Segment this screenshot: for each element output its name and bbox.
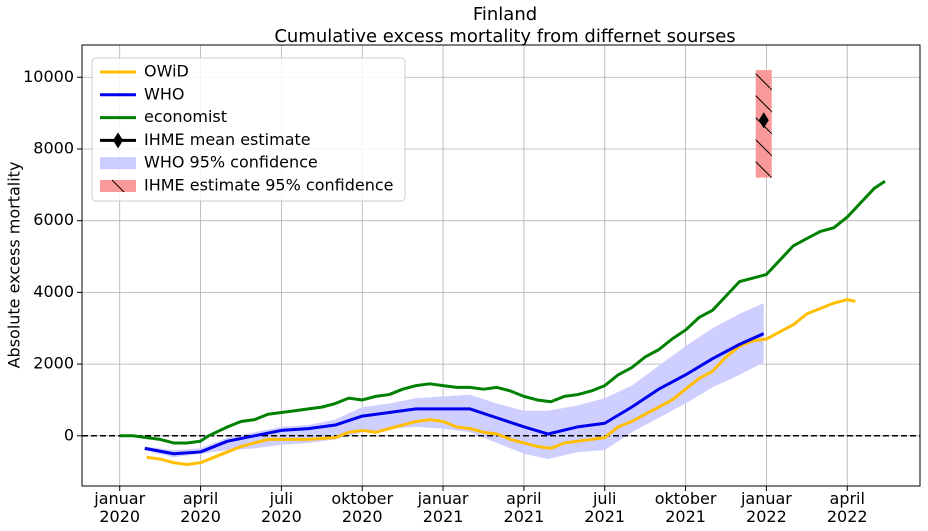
legend-swatch: [111, 179, 125, 193]
x-tick-label-line: 2021: [504, 507, 545, 526]
y-tick-label: 2000: [33, 354, 74, 373]
x-tick-label-line: oktober: [331, 489, 393, 508]
x-tick-label: januar 2020: [93, 489, 145, 526]
y-tick-label: 0: [64, 425, 74, 444]
x-tick-label-line: juli: [592, 489, 616, 508]
y-tick-label: 6000: [33, 210, 74, 229]
x-tick-label-line: oktober: [655, 489, 717, 508]
x-tick-label: juli 2021: [584, 489, 625, 526]
x-tick-label: april 2022: [827, 489, 868, 526]
x-tick-label: juli 2020: [261, 489, 302, 526]
x-tick-label-line: 2021: [665, 507, 706, 526]
legend-box: [91, 57, 406, 202]
legend-label: WHO: [144, 84, 184, 103]
legend-label: economist: [144, 107, 227, 126]
x-tick-label-line: april: [830, 489, 865, 508]
legend-label: WHO 95% confidence: [144, 153, 318, 172]
mean-marker: [758, 112, 769, 129]
x-tick-label: oktober 2021: [655, 489, 717, 526]
x-tick-label: oktober 2020: [331, 489, 393, 526]
plot-frame: [81, 44, 921, 487]
x-tick-label-line: april: [506, 489, 541, 508]
x-tick-label-line: april: [183, 489, 218, 508]
x-tick-label-line: 2021: [423, 507, 464, 526]
chart-subtitle: Cumulative excess mortality from differn…: [274, 26, 735, 47]
series-line: [144, 332, 765, 456]
series-line: [146, 298, 856, 466]
y-axis-label: Absolute excess mortality: [5, 162, 24, 369]
x-tick-label: januar 2021: [417, 489, 469, 526]
y-tick-label: 8000: [33, 138, 74, 157]
legend-label: IHME mean estimate: [144, 130, 311, 149]
x-tick-label-line: januar: [417, 489, 469, 508]
plot-area: [82, 70, 920, 466]
x-tick-label-line: 2022: [746, 507, 787, 526]
x-tick-label-line: januar: [740, 489, 792, 508]
y-tick-label: 4000: [33, 282, 74, 301]
x-tick-label: april 2021: [504, 489, 545, 526]
legend-swatch: [100, 157, 136, 170]
x-tick-label-line: januar: [93, 489, 145, 508]
x-tick-label: april 2020: [180, 489, 221, 526]
x-tick-label-line: 2020: [180, 507, 221, 526]
legend-label: IHME estimate 95% confidence: [144, 176, 393, 195]
y-tick-label: 10000: [23, 67, 74, 86]
chart-title: Finland: [473, 4, 537, 25]
legend: OWiD WHO economist IHME mean estimate WHO 95…: [91, 57, 406, 202]
x-tick-label-line: juli: [269, 489, 293, 508]
x-tick-label-line: 2022: [827, 507, 868, 526]
series-line: [119, 179, 886, 445]
x-tick-label-line: 2020: [261, 507, 302, 526]
x-tick-label-line: 2020: [99, 507, 140, 526]
x-tick-label-line: 2020: [342, 507, 383, 526]
x-tick-label-line: 2021: [584, 507, 625, 526]
legend-swatch: [113, 132, 123, 149]
legend-label: OWiD: [144, 62, 189, 81]
x-tick-label: januar 2022: [740, 489, 792, 526]
